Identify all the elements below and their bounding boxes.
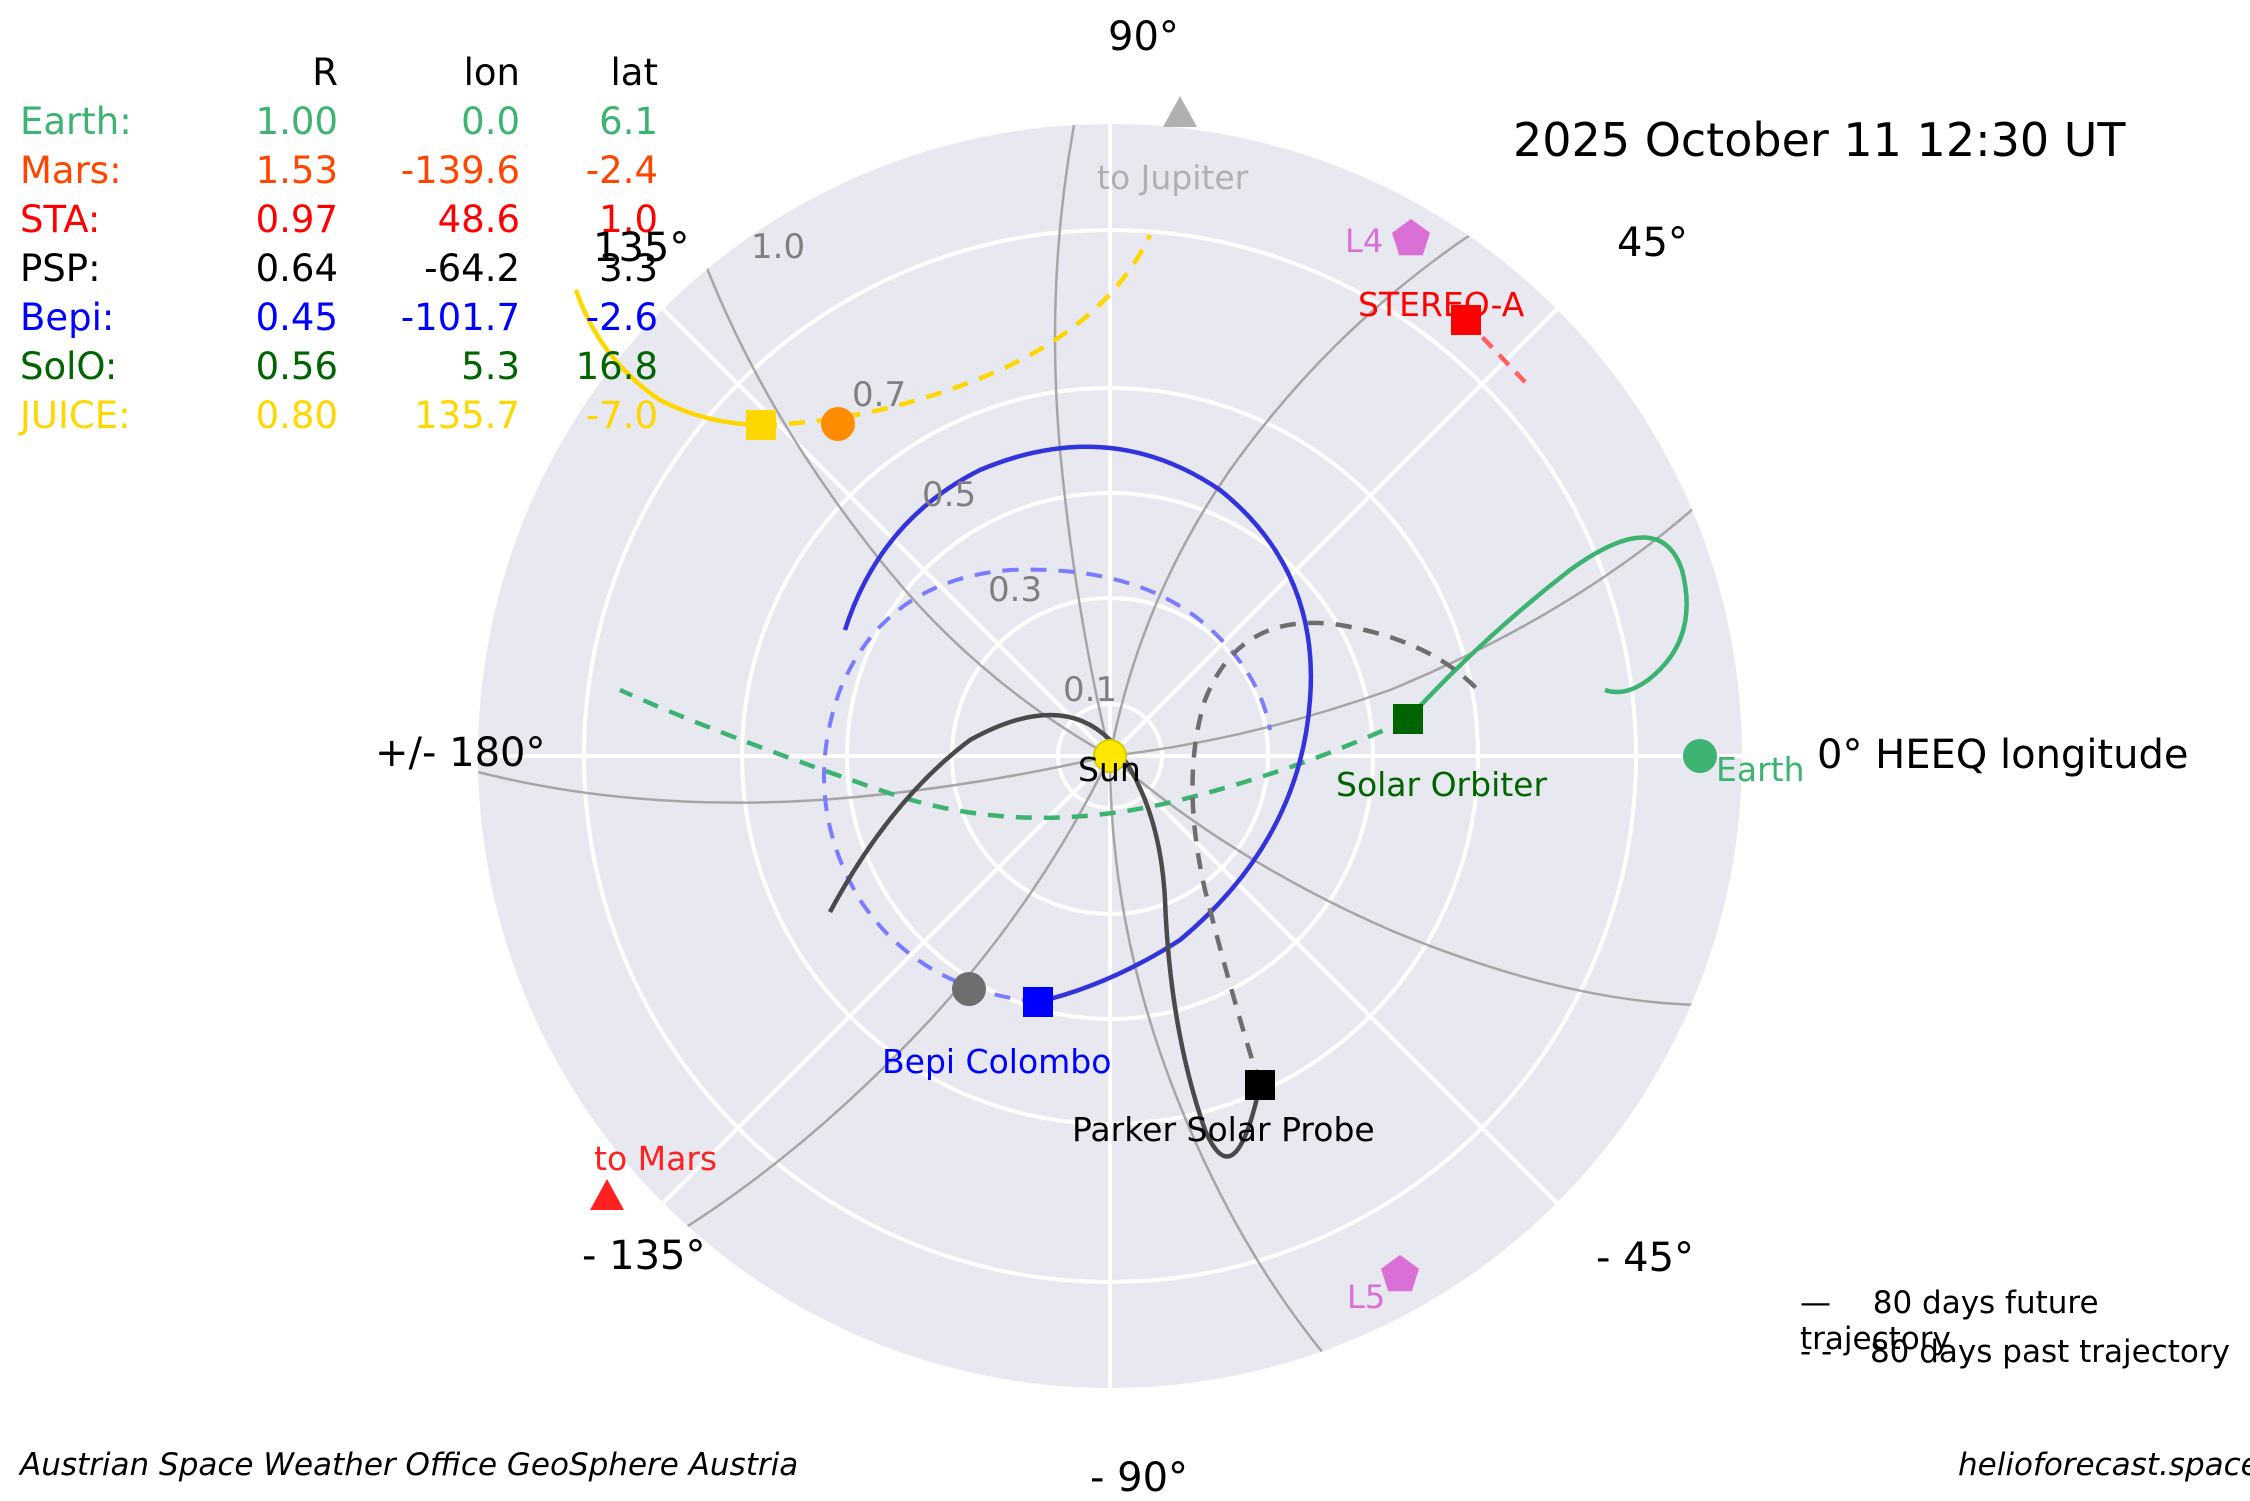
row-name: SolO: [20,345,118,388]
position-table: R lon lat Earth: 1.00 0.0 6.1 Mars: 1.53 -139.… [18,48,664,440]
footer-right: helioforecast.space [1958,1447,2250,1483]
row-lon: -139.6 [400,149,520,192]
row-lat: 16.8 [575,345,658,388]
marker-juice[interactable] [746,410,776,440]
marker-stereo-a[interactable] [1451,305,1481,335]
psp-future-trajectory [828,712,1263,1159]
legend-future-label: 80 days future trajectory [1800,1285,2099,1357]
radial-tick-label: 0.1 [1063,670,1118,710]
label-l4: L4 [1345,222,1384,260]
footer-left: Austrian Space Weather Office GeoSphere … [20,1447,799,1483]
legend-past-row: - - 80 days past trajectory [1800,1334,2230,1370]
angle-label-deg-m90: - 90° [1090,1455,1189,1501]
psp-past-trajectory [1190,620,1480,1086]
marker-to-jupiter[interactable] [1163,96,1197,127]
label-sun: Sun [1078,750,1141,789]
marker-bepi-colombo[interactable] [1023,987,1053,1017]
table-row: STA: 0.97 48.6 1.0 [18,195,664,244]
legend-past-label: 80 days past trajectory [1869,1334,2230,1370]
table-row: PSP: 0.64 -64.2 3.3 [18,244,664,293]
row-name: Earth: [20,100,132,143]
label-l5: L5 [1347,1278,1386,1316]
angle-label-deg-180: +/- 180° [375,730,546,776]
marker-l5[interactable] [1381,1255,1419,1292]
angle-label-deg-135: 135° [593,225,690,271]
header-lon: lon [463,51,520,94]
radial-tick-label: 0.7 [852,375,907,415]
label-bepi-colombo: Bepi Colombo [882,1042,1112,1081]
row-r: 0.97 [255,198,338,241]
legend-future-dash: — [1800,1285,1831,1321]
angle-label-deg-45: 45° [1617,220,1688,266]
marker-to-mars[interactable] [590,1179,624,1210]
row-lon: -64.2 [424,247,520,290]
radial-tick-label: 0.3 [988,570,1043,610]
table-header-row: R lon lat [18,48,664,97]
row-name: PSP: [20,247,101,290]
row-lat: 1.0 [599,198,658,241]
row-name: JUICE: [20,394,131,437]
legend-future-row: — 80 days future trajectory [1800,1285,2250,1357]
table-row: Mars: 1.53 -139.6 -2.4 [18,146,664,195]
marker-sun[interactable] [1093,739,1127,773]
table-row: JUICE: 0.80 135.7 -7.0 [18,391,664,440]
angle-label-deg-m45: - 45° [1596,1235,1695,1281]
marker-l4[interactable] [1392,219,1430,256]
row-r: 0.80 [255,394,338,437]
label-to-mars: to Mars [594,1139,718,1178]
table-row: SolO: 0.56 5.3 16.8 [18,342,664,391]
row-lat: 3.3 [599,247,658,290]
trajectory-group [573,234,1689,1159]
marker-venus[interactable] [821,407,855,441]
row-r: 1.53 [255,149,338,192]
header-blank [18,48,190,97]
label-to-jupiter: to Jupiter [1097,158,1249,197]
row-name: STA: [20,198,101,241]
row-lon: 0.0 [461,100,520,143]
row-lat: 6.1 [599,100,658,143]
legend-past-dash: - - [1800,1334,1833,1370]
radial-tick-label: 1.0 [751,227,806,267]
angle-label-deg-m135: - 135° [582,1233,706,1279]
table-body: Earth: 1.00 0.0 6.1 Mars: 1.53 -139.6 -2.4 STA: 0… [18,97,664,440]
marker-solar-orbiter[interactable] [1393,704,1423,734]
row-lon: 48.6 [437,198,520,241]
row-lon: -101.7 [400,296,520,339]
bepi-future-trajectory [842,444,1314,1005]
label-solar-orbiter: Solar Orbiter [1336,765,1548,804]
row-r: 0.56 [255,345,338,388]
header-lat: lat [610,51,658,94]
angle-label-deg-0: 0° HEEQ longitude [1817,732,2189,778]
label-stereo-a: STEREO-A [1358,285,1525,324]
row-lat: -2.6 [585,296,658,339]
solo-future-trajectory [1406,535,1689,721]
solo-past-trajectory [619,687,1409,821]
row-name: Mars: [20,149,122,192]
marker-earth[interactable] [1683,739,1717,773]
row-r: 1.00 [255,100,338,143]
header-r: R [312,51,338,94]
row-lat: -2.4 [585,149,658,192]
label-earth: Earth [1716,750,1805,789]
row-lat: -7.0 [585,394,658,437]
radial-tick-label: 0.5 [922,475,977,515]
angle-label-deg-90: 90° [1108,14,1179,60]
row-r: 0.45 [255,296,338,339]
table-row: Earth: 1.00 0.0 6.1 [18,97,664,146]
marker-group [590,96,1717,1292]
page-title: 2025 October 11 12:30 UT [1513,113,2126,167]
row-name: Bepi: [20,296,115,339]
marker-psp[interactable] [1245,1070,1275,1100]
row-lon: 135.7 [414,394,520,437]
label-psp: Parker Solar Probe [1072,1110,1375,1149]
bepi-past-trajectory [822,567,1272,1004]
row-lon: 5.3 [461,345,520,388]
table-row: Bepi: 0.45 -101.7 -2.6 [18,293,664,342]
row-r: 0.64 [255,247,338,290]
juice-future-trajectory [573,289,762,428]
marker-mercury[interactable] [952,972,986,1006]
